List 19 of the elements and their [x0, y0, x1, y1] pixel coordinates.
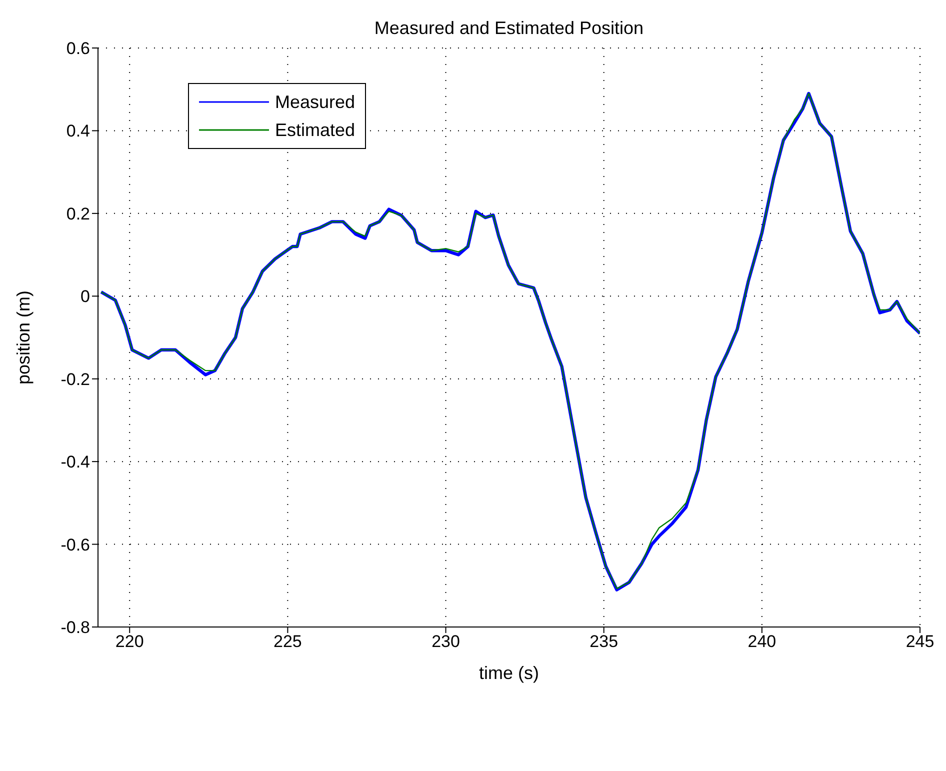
legend-label: Estimated [275, 119, 356, 142]
y-tick-label: -0.4 [60, 452, 90, 472]
legend-label: Measured [275, 91, 356, 114]
x-tick-label: 245 [906, 632, 934, 652]
x-tick-label: 235 [590, 632, 618, 652]
y-tick-label: -0.2 [60, 370, 90, 389]
x-axis-title: time (s) [479, 663, 539, 683]
y-axis-title: position (m) [13, 290, 34, 385]
x-tick-label: 225 [274, 632, 302, 652]
y-tick-label: 0 [80, 287, 90, 306]
y-tick-label: 0.4 [66, 122, 90, 141]
y-tick-label: -0.6 [60, 535, 90, 554]
x-tick-label: 230 [432, 632, 460, 652]
y-tick-label: -0.8 [60, 618, 90, 638]
chart-title: Measured and Estimated Position [373, 18, 645, 39]
y-tick-label: 0.6 [66, 39, 90, 58]
x-tick-label: 240 [748, 632, 776, 652]
y-tick-label: 0.2 [66, 204, 90, 224]
x-tick-label: 220 [115, 632, 144, 652]
